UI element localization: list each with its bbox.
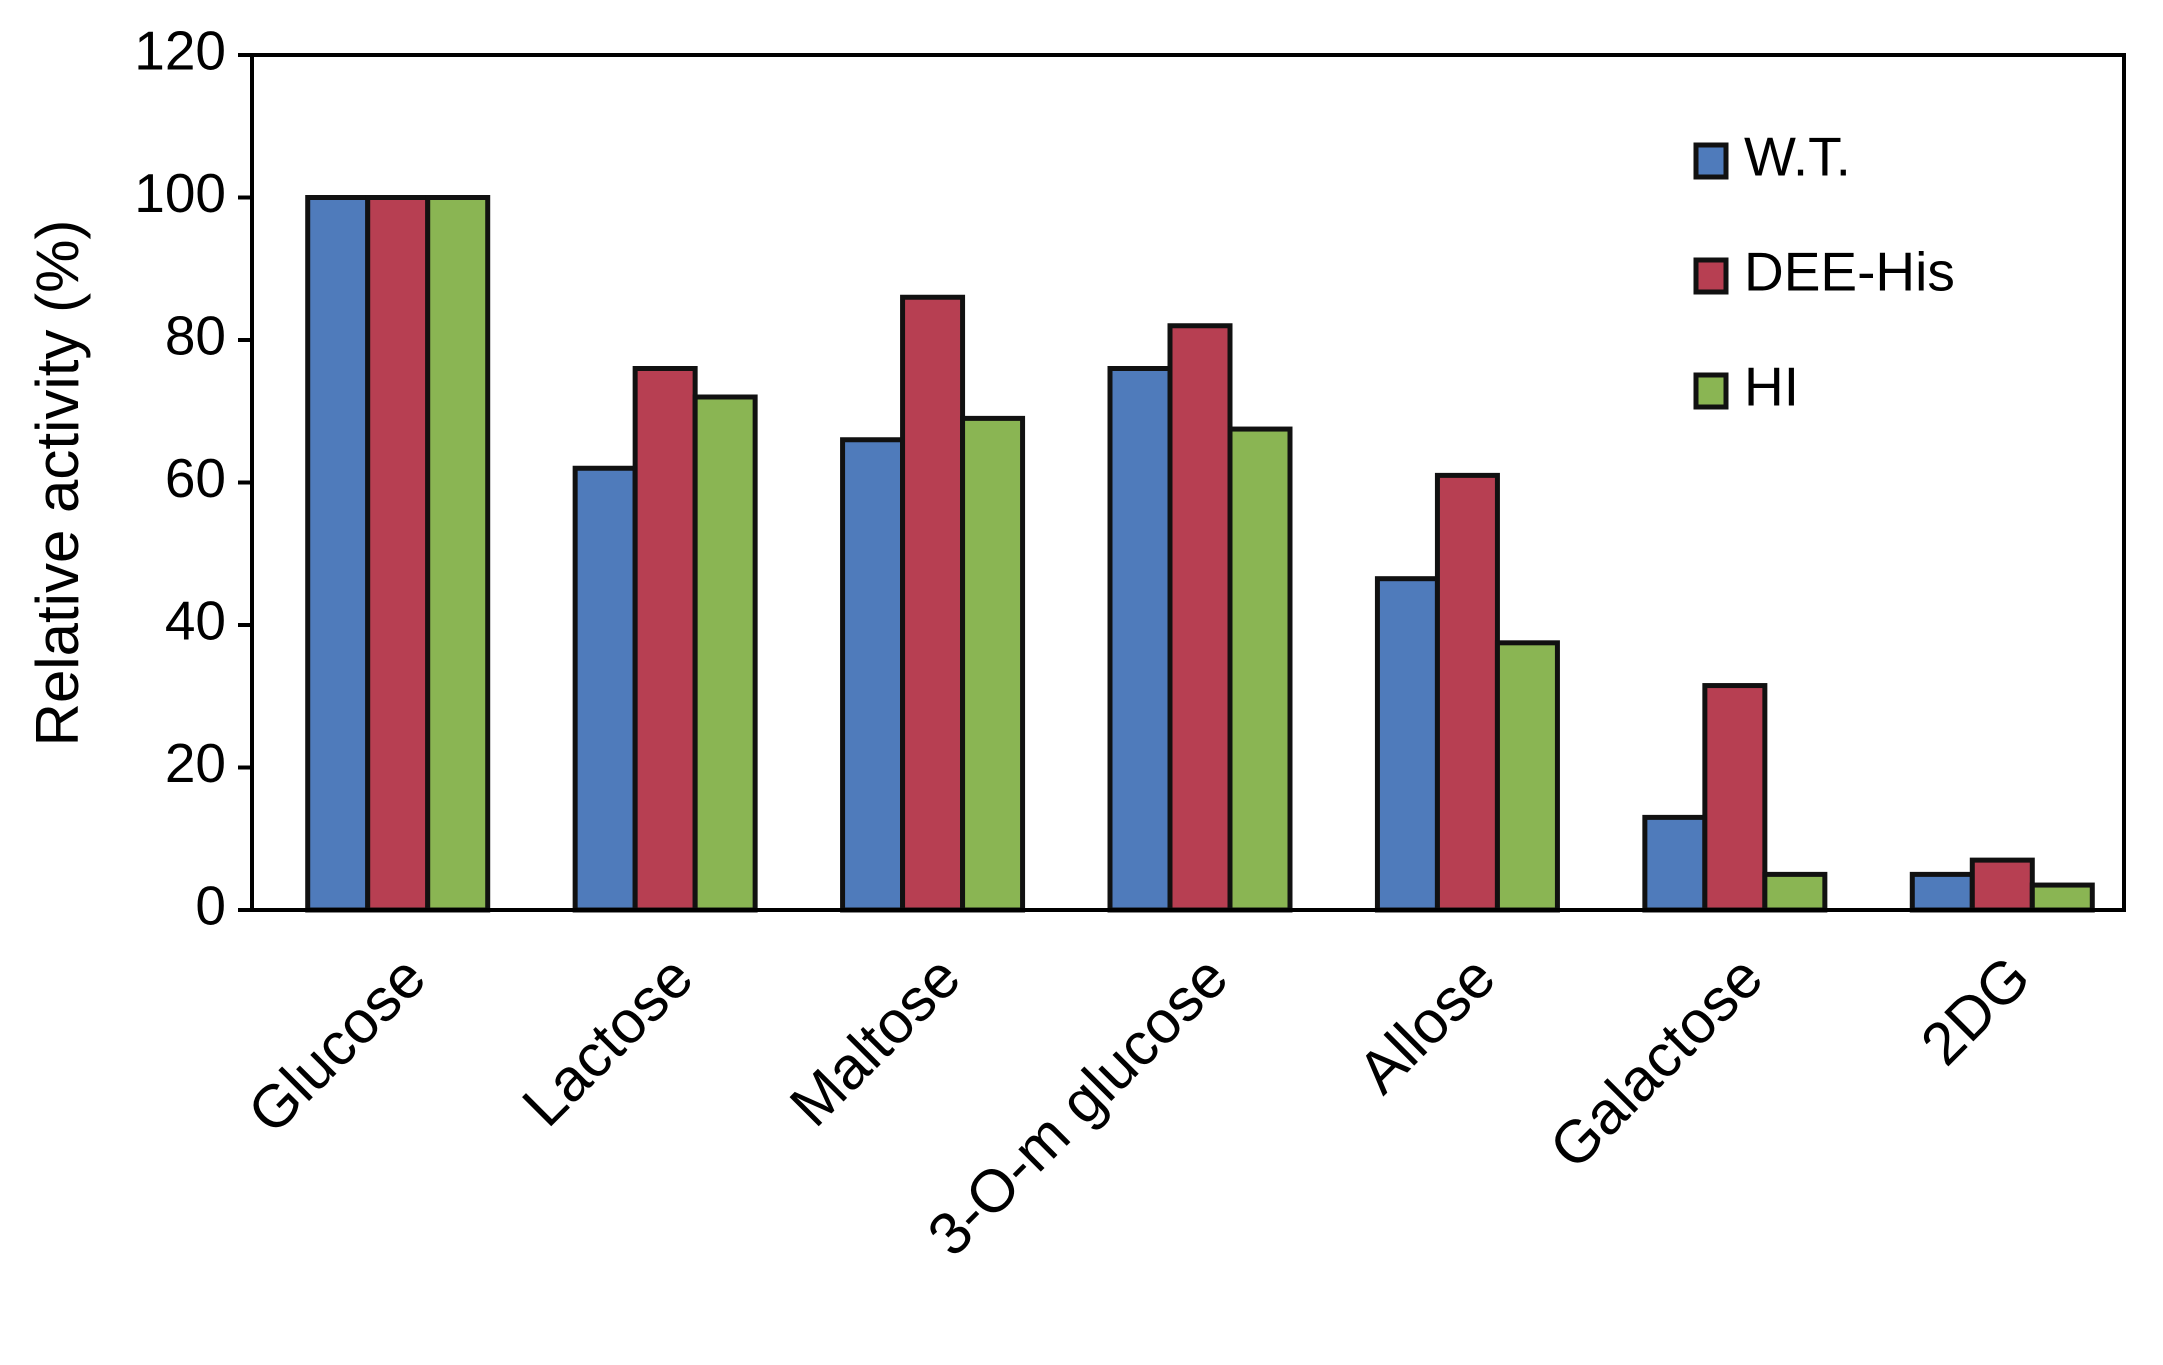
plot-frame <box>250 53 2126 912</box>
y-tick-label: 120 <box>134 20 226 82</box>
legend-label: W.T. <box>1744 126 1851 188</box>
x-tick-label: Lactose <box>510 943 706 1139</box>
bar <box>1642 814 1708 913</box>
y-tick-label: 20 <box>165 732 226 794</box>
bar <box>1167 323 1233 913</box>
x-tick-label: 2DG <box>1908 943 2043 1078</box>
legend-swatch <box>1693 142 1729 180</box>
bar <box>1702 683 1768 913</box>
y-tick-label: 80 <box>165 305 226 367</box>
bar <box>1762 871 1828 913</box>
y-tick-label: 0 <box>195 875 226 937</box>
bar <box>1374 576 1440 913</box>
bar <box>365 195 431 913</box>
bar <box>2029 882 2095 913</box>
bar <box>1494 640 1560 913</box>
bar <box>305 195 371 913</box>
bar <box>425 195 491 913</box>
bar <box>1107 366 1173 913</box>
bar <box>840 437 906 913</box>
bar <box>632 366 698 913</box>
x-tick-label: Maltose <box>777 943 973 1139</box>
y-axis-title: Relative activity (%) <box>24 220 91 747</box>
bar <box>960 415 1026 913</box>
y-tick-label: 100 <box>134 162 226 224</box>
bar <box>1434 472 1500 913</box>
bar <box>1909 871 1975 913</box>
y-tick-label: 40 <box>165 590 226 652</box>
x-tick-label: Galactose <box>1537 943 1775 1181</box>
bar <box>572 465 638 913</box>
x-tick-label: Glucose <box>235 943 438 1146</box>
bar <box>692 394 758 913</box>
x-tick-label: Allose <box>1345 943 1508 1106</box>
legend-label: HI <box>1744 356 1799 418</box>
bar <box>1227 426 1293 913</box>
bar <box>900 294 966 913</box>
legend-swatch <box>1693 257 1729 295</box>
bar <box>1969 857 2035 913</box>
y-tick-label: 60 <box>165 447 226 509</box>
legend-label: DEE-His <box>1744 241 1955 303</box>
legend-swatch <box>1693 372 1729 410</box>
